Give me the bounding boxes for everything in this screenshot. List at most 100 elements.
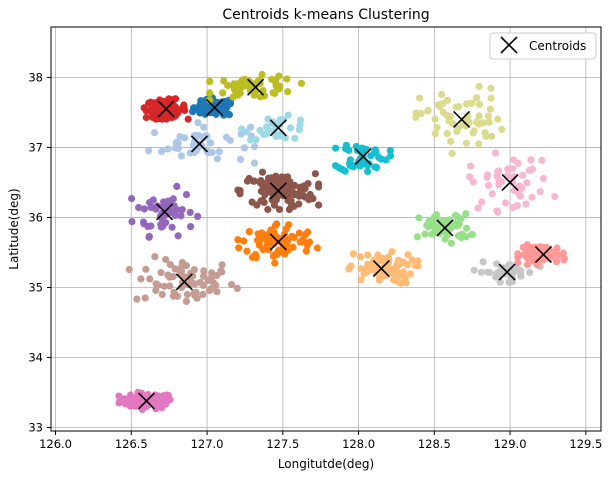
cluster-point (304, 228, 312, 236)
cluster-point (252, 136, 260, 144)
cluster-point (245, 228, 253, 236)
cluster-point (449, 119, 457, 127)
cluster-point (493, 207, 501, 215)
cluster-point (275, 72, 283, 80)
cluster-point (475, 140, 483, 148)
cluster-point (178, 206, 186, 214)
cluster-point (177, 152, 186, 160)
cluster-point (487, 94, 495, 102)
cluster-point (162, 219, 170, 227)
cluster-point (518, 184, 526, 192)
cluster-point (495, 167, 503, 175)
cluster-point (268, 120, 276, 128)
cluster-point (153, 402, 161, 410)
cluster-point (207, 285, 215, 293)
grid (51, 27, 601, 431)
cluster-point (498, 125, 506, 134)
cluster-point (257, 187, 265, 195)
cluster-point (218, 261, 226, 269)
cluster-point (486, 268, 494, 277)
x-axis-label: Longitutde(deg) (278, 457, 374, 471)
cluster-point (281, 230, 289, 238)
centroid-marker (156, 203, 174, 221)
cluster-point (134, 399, 142, 408)
data-points (115, 70, 569, 413)
cluster-point (258, 168, 267, 176)
centroid-marker (436, 219, 454, 237)
cluster-point (222, 133, 231, 141)
cluster-point (493, 172, 501, 180)
cluster-point (404, 251, 412, 259)
centroid-markers (137, 78, 552, 410)
cluster-point (199, 134, 207, 142)
cluster-point (160, 282, 168, 290)
cluster-point (357, 253, 365, 261)
cluster-point (560, 254, 569, 262)
cluster-point (200, 267, 208, 275)
cluster-point (462, 210, 470, 218)
cluster-point (364, 260, 372, 268)
cluster-point (393, 268, 401, 276)
cluster-point (486, 105, 494, 113)
cluster-point (166, 261, 174, 269)
cluster-point (452, 103, 460, 111)
cluster-point (485, 181, 493, 190)
cluster-point (270, 127, 278, 135)
cluster-point (304, 180, 312, 188)
cluster-point (270, 201, 279, 209)
cluster-point (276, 82, 284, 90)
cluster-point (247, 136, 255, 144)
cluster-point (206, 89, 214, 97)
cluster-point (514, 250, 522, 258)
cluster-point (421, 230, 429, 238)
cluster-point (358, 144, 366, 152)
cluster-point (162, 255, 170, 264)
cluster-point (474, 204, 482, 212)
cluster-point (294, 190, 302, 198)
cluster-point (462, 122, 470, 130)
cluster-point (488, 132, 496, 140)
cluster-point (523, 254, 531, 262)
cluster-point (154, 281, 162, 289)
cluster-point (306, 190, 314, 199)
cluster-point (167, 208, 175, 217)
cluster-point (371, 163, 379, 171)
cluster-point (538, 156, 546, 164)
cluster-point (462, 139, 470, 147)
centroid-marker (190, 135, 209, 153)
x-tick-label: 128.5 (418, 437, 451, 451)
cluster-point (504, 165, 512, 173)
cluster-point (187, 223, 195, 231)
cluster-point (145, 233, 153, 241)
cluster-point (369, 264, 377, 273)
cluster-point (125, 265, 133, 274)
cluster-point (140, 205, 148, 213)
cluster-point (424, 106, 432, 114)
cluster-point (184, 115, 192, 123)
cluster-point (290, 233, 298, 241)
cluster-point (175, 266, 183, 274)
y-tick-label: 33 (28, 420, 43, 434)
cluster-point (146, 275, 154, 283)
legend: Centroids (489, 32, 597, 60)
cluster-point (491, 149, 500, 157)
cluster-point (473, 118, 481, 126)
cluster-point (142, 113, 150, 122)
cluster-point (484, 112, 493, 120)
legend-label-centroids: Centroids (529, 39, 586, 53)
y-tick-label: 35 (28, 280, 43, 294)
cluster-point (137, 275, 145, 283)
cluster-point (243, 128, 251, 136)
cluster-point (468, 99, 476, 107)
cluster-point (234, 236, 242, 244)
cluster-point (296, 121, 304, 129)
cluster-point (510, 263, 518, 271)
centroid-marker (137, 392, 156, 410)
cluster-point (264, 238, 272, 246)
cluster-point (468, 230, 476, 239)
cluster-point (172, 107, 180, 116)
y-tick-label: 36 (28, 210, 43, 224)
cluster-point (431, 115, 439, 123)
cluster-point (291, 134, 299, 142)
cluster-point (215, 148, 223, 156)
